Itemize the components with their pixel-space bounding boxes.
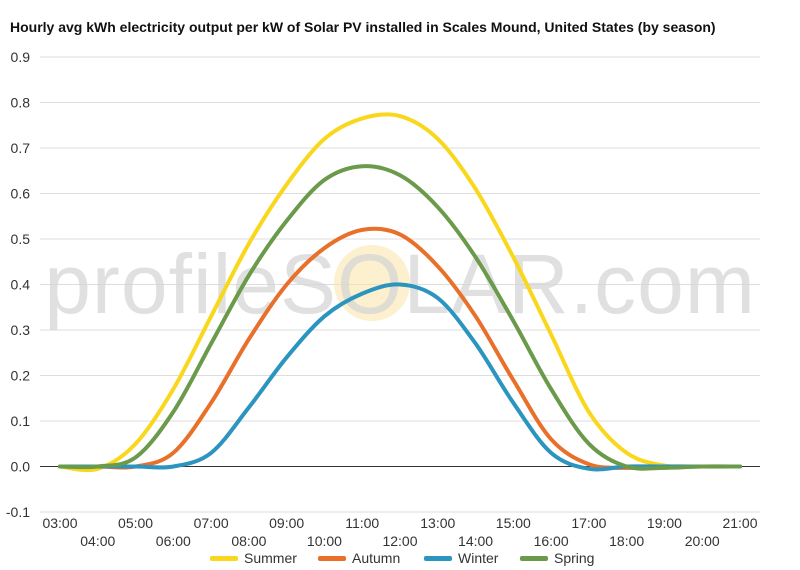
x-tick-label: 15:00	[496, 515, 531, 531]
y-tick-label: 0.1	[11, 413, 31, 429]
x-tick-label: 08:00	[231, 533, 266, 549]
x-tick-label: 13:00	[420, 515, 455, 531]
x-tick-label: 10:00	[307, 533, 342, 549]
x-tick-label: 18:00	[609, 533, 644, 549]
y-tick-label: 0.9	[11, 49, 31, 65]
x-tick-label: 09:00	[269, 515, 304, 531]
legend-swatch	[210, 555, 238, 561]
chart-title: Hourly avg kWh electricity output per kW…	[10, 19, 716, 35]
x-tick-label: 16:00	[534, 533, 569, 549]
y-tick-label: 0.3	[11, 322, 31, 338]
x-tick-label: 04:00	[80, 533, 115, 549]
legend-item-autumn: Autumn	[318, 549, 400, 567]
watermark: profileSOLAR.com	[44, 237, 755, 331]
y-tick-label: -0.1	[6, 504, 30, 520]
series-lines	[58, 112, 742, 473]
legend-label: Autumn	[352, 550, 401, 566]
x-tick-label: 19:00	[647, 515, 682, 531]
y-tick-label: 0.5	[11, 231, 31, 247]
y-axis-ticks: 0.9 0.8 0.7 0.6 0.5 0.4 0.3 0.2 0.1 0.0 -0.1	[6, 49, 30, 520]
y-tick-label: 0.6	[11, 186, 31, 202]
y-tick-label: 0.2	[11, 368, 31, 384]
legend-label: Winter	[458, 550, 499, 566]
legend-label: Spring	[554, 550, 595, 566]
x-tick-label: 05:00	[118, 515, 153, 531]
x-tick-label: 11:00	[345, 515, 379, 531]
x-tick-label: 21:00	[722, 515, 757, 531]
series-line-summer	[58, 112, 742, 473]
x-tick-label: 03:00	[42, 515, 77, 531]
x-tick-label: 14:00	[458, 533, 493, 549]
legend-item-spring: Spring	[520, 549, 594, 567]
x-axis-ticks: 03:0004:0005:0006:0007:0008:0009:0010:00…	[42, 515, 757, 549]
x-tick-label: 07:00	[194, 515, 229, 531]
y-tick-label: 0.8	[11, 95, 31, 111]
y-tick-label: 0.0	[11, 459, 31, 475]
x-tick-label: 06:00	[156, 533, 191, 549]
x-tick-label: 17:00	[571, 515, 606, 531]
y-tick-label: 0.7	[11, 140, 31, 156]
y-tick-label: 0.4	[11, 277, 31, 293]
legend-swatch	[424, 555, 452, 561]
legend-item-winter: Winter	[424, 549, 498, 567]
x-tick-label: 20:00	[685, 533, 720, 549]
watermark-sun	[334, 245, 410, 321]
legend-label: Summer	[244, 550, 297, 566]
legend-item-summer: Summer	[210, 549, 297, 567]
legend-swatch	[318, 555, 346, 561]
series-line-spring	[58, 164, 742, 471]
legend: Summer Autumn Winter Spring	[0, 549, 800, 567]
x-tick-label: 12:00	[382, 533, 417, 549]
legend-swatch	[520, 555, 548, 561]
